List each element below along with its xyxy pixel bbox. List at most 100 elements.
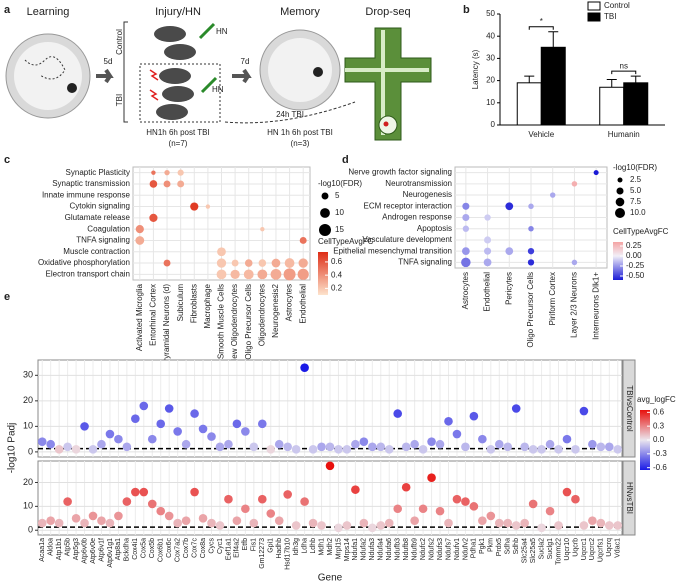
x-tick-label: Ndufb8 [403, 538, 410, 561]
dot [243, 269, 254, 280]
gene-dot [562, 487, 572, 497]
x-tick-label: Atp8a1 [115, 538, 122, 560]
gene-dot [494, 518, 504, 528]
gene-dot [427, 473, 436, 483]
gene-dot [37, 437, 47, 446]
x-tick-label: Cox5a [141, 538, 148, 558]
mouse [313, 67, 323, 77]
legend-label: TBI [604, 12, 616, 21]
colorbar [318, 252, 328, 295]
column-label: Neurogenesis2 [271, 283, 280, 337]
gene-dot [139, 487, 149, 497]
x-tick-label: Slc25a4 [522, 538, 529, 563]
gene-dot [156, 506, 166, 516]
path [24, 56, 66, 80]
colorbar-label: -0.25 [626, 261, 645, 270]
facet-label: TBIvsControl [625, 385, 634, 431]
y-tick-label: 10 [486, 98, 495, 107]
x-tick-label: Cyc1 [217, 538, 224, 554]
gene-dot [147, 499, 157, 509]
gene-dot [46, 439, 55, 449]
group-label: Control [115, 29, 124, 55]
size-legend-label: 10.0 [630, 208, 646, 217]
dot [270, 268, 282, 280]
gene-dot [359, 518, 369, 528]
column-label: CA1 Pyramidal Neurons (d) [162, 284, 171, 382]
column-label: Macrophage [203, 283, 212, 328]
row-label: Vasculature development [362, 235, 452, 244]
size-legend-dot [615, 197, 625, 207]
gene-dot [215, 521, 225, 530]
dot [484, 214, 491, 221]
gene-dot [334, 523, 343, 533]
size-legend-label: 2.5 [630, 175, 642, 184]
gene-dot [97, 516, 106, 525]
gene-dot [427, 437, 436, 446]
dot [549, 192, 556, 198]
dot [462, 225, 470, 232]
gene-dot [308, 445, 318, 454]
x-tick-label: Ndufs3 [437, 538, 444, 560]
y-tick-label: 40 [486, 31, 495, 40]
dot [571, 181, 578, 187]
row-label: Electron transport chain [46, 269, 131, 278]
gene-dot [198, 424, 208, 434]
size-legend-label: 15 [335, 225, 344, 234]
size-legend-label: 7.5 [630, 197, 642, 206]
x-tick-label: Ndufa1 [352, 538, 359, 561]
gene-dot [410, 439, 419, 449]
dashed-arrow [224, 101, 356, 124]
x-tick-label: Ndufv1 [454, 538, 461, 560]
size-legend-dot [319, 224, 331, 236]
column-label: Endothelial [483, 272, 492, 312]
x-tick-label: Ldha [301, 538, 308, 554]
dot [163, 180, 171, 188]
gene-dot [274, 439, 284, 449]
gene-dot [283, 442, 292, 452]
row-label: Epithelial mesenchymal transition [333, 246, 452, 255]
gene-dot [571, 445, 580, 454]
gene-dot [588, 516, 597, 525]
dot [527, 248, 535, 255]
colorbar-label: 0.00 [626, 251, 642, 260]
dot [257, 269, 268, 280]
x-tick-label: Atp5g3 [73, 538, 80, 560]
color-legend-title: CellTypeAvgFC [318, 237, 374, 246]
x-tick-label: Suclg1 [547, 538, 554, 560]
gene-dot [401, 442, 411, 452]
colorbar-label: 0.25 [626, 241, 642, 250]
gene-dot [63, 497, 72, 506]
column-label: Layer 2/3 Neurons [570, 272, 579, 338]
stage-title: Memory [280, 6, 320, 18]
dot [177, 169, 184, 176]
gene-dot [579, 406, 589, 416]
facet-label: HNvsTBI [625, 482, 634, 514]
x-tick-label: Atp6v0e [90, 538, 97, 564]
size-legend-dot [615, 208, 625, 218]
x-tick-label: Uqcrc2 [589, 538, 596, 560]
bar [540, 46, 566, 126]
column-label: Smooth Muscle Cells [217, 284, 226, 359]
gene-dot [257, 494, 267, 504]
dot [216, 258, 227, 268]
gene-dot [198, 513, 208, 523]
dot [283, 268, 296, 281]
gene-dot [478, 434, 487, 444]
dropseq-chip [344, 27, 432, 141]
gene-dot [131, 414, 140, 424]
gene-dot [164, 404, 174, 413]
gene-dot [37, 518, 47, 528]
dot [230, 269, 240, 279]
gene-dot [478, 516, 487, 525]
x-tick-label: Mrpl15 [335, 538, 342, 560]
legend-swatch [587, 1, 601, 11]
gene-dot [105, 429, 115, 439]
x-tick-label: Gm12273 [259, 538, 266, 569]
stage-title: Injury/HN [155, 6, 201, 18]
y-tick-label: 30 [486, 54, 495, 63]
colorbar-label: -0.50 [626, 271, 645, 280]
gene-dot [156, 419, 166, 429]
x-tick-label: Uqcrq [606, 538, 613, 557]
stage-title: Learning [27, 6, 70, 18]
dot [298, 258, 308, 268]
